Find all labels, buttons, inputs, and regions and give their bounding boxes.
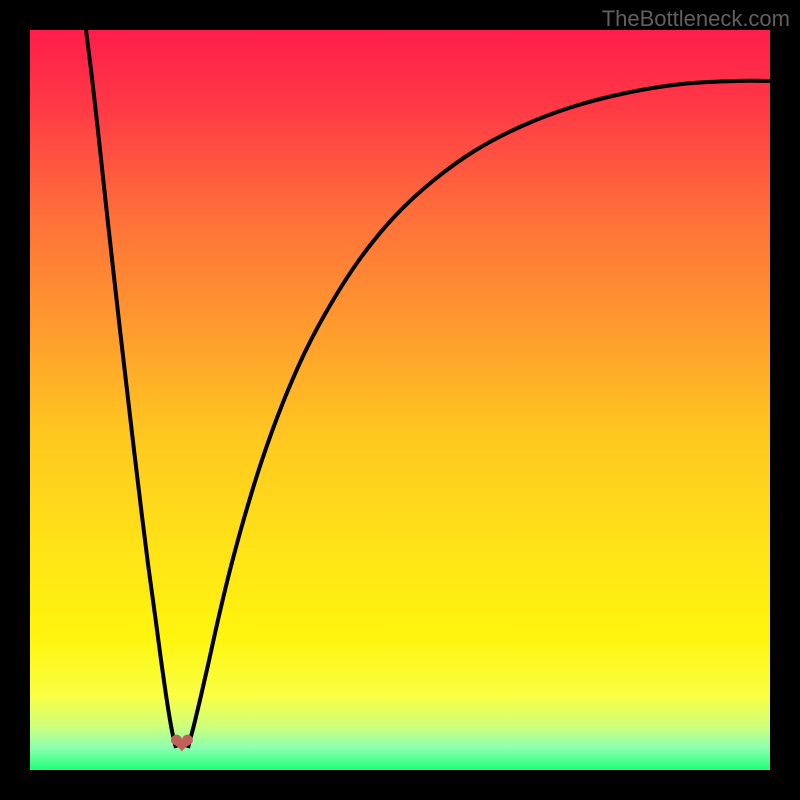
curve-left <box>86 30 176 748</box>
chart-container: TheBottleneck.com ❤ <box>0 0 800 800</box>
curve-right <box>188 81 770 748</box>
watermark-text: TheBottleneck.com <box>602 6 790 32</box>
plot-frame: ❤ <box>30 30 770 770</box>
heart-marker-icon: ❤ <box>167 730 197 760</box>
curve-layer <box>30 30 770 770</box>
